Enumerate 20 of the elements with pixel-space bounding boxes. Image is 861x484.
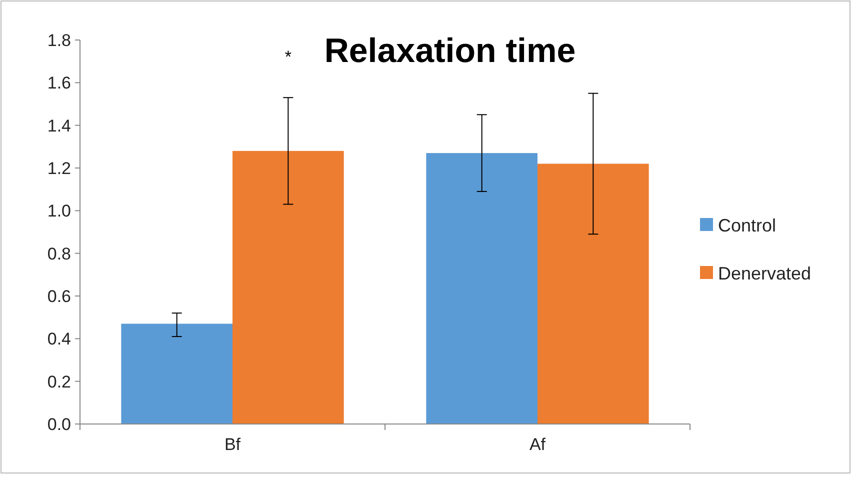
chart-title: Relaxation time [324, 32, 576, 70]
y-tick-label: 1.6 [47, 74, 71, 93]
bar [538, 164, 649, 424]
bar [426, 153, 538, 424]
x-tick-label: Bf [224, 435, 241, 454]
bar [121, 324, 232, 424]
y-tick-label: 0.8 [47, 244, 71, 264]
legend-label: Control [718, 215, 776, 236]
legend-label: Denervated [718, 263, 812, 284]
annotation: * [284, 48, 292, 66]
bar [232, 150, 344, 424]
y-tick-label: 1.2 [47, 158, 71, 178]
y-tick-label: 0.6 [47, 286, 71, 306]
y-tick-label: 1.8 [47, 30, 71, 50]
y-tick-label: 0.4 [47, 330, 71, 349]
y-tick-label: 0.2 [47, 372, 71, 392]
y-tick-label: 1.0 [47, 202, 71, 221]
y-tick-label: 1.4 [47, 116, 71, 136]
y-tick-label: 0.0 [47, 414, 71, 434]
x-tick-label: Af [529, 435, 546, 454]
